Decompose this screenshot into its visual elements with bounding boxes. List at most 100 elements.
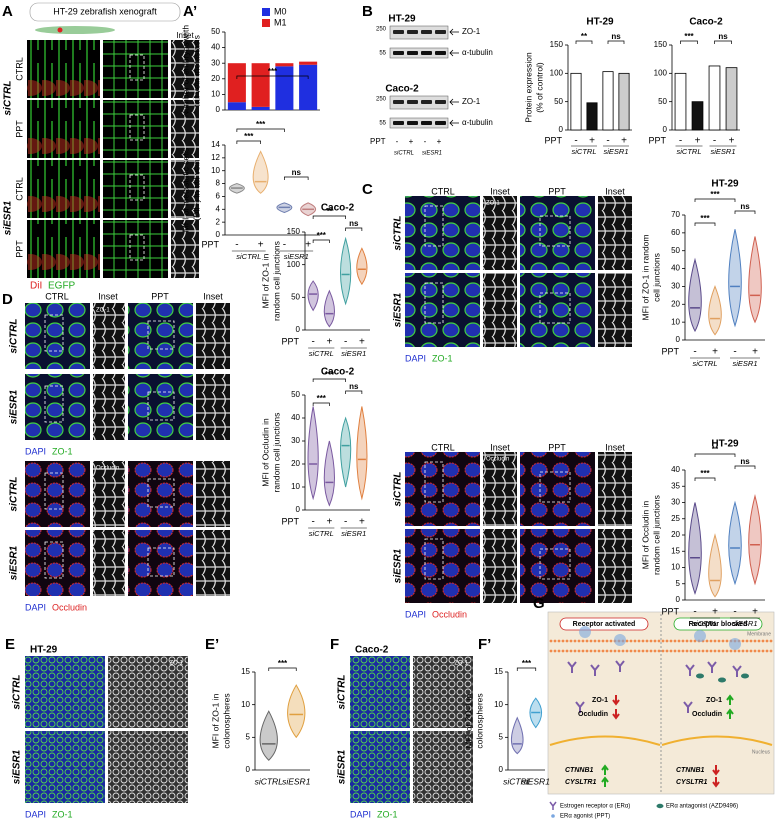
membrane-bead: [769, 649, 773, 653]
membrane-bead: [593, 639, 597, 643]
receptor: [590, 664, 600, 676]
micrograph: [128, 374, 193, 440]
label: CTRL: [45, 291, 69, 301]
y-tick-label: 10: [671, 317, 680, 326]
membrane-bead: [701, 649, 705, 653]
inset-box: [44, 385, 64, 423]
violin: [708, 285, 722, 336]
y-tick-label: 5: [246, 732, 251, 741]
x-tick-label: -: [693, 607, 696, 618]
inset-box: [147, 547, 175, 577]
label: siESR1: [337, 749, 348, 784]
antagonist: [741, 673, 749, 679]
membrane-bead: [629, 649, 633, 653]
panel-letter: B: [362, 3, 373, 20]
membrane-bead: [565, 639, 569, 643]
significance: ***: [278, 659, 288, 668]
micrograph: [598, 452, 632, 526]
membrane-bead: [569, 649, 573, 653]
violin: [323, 440, 335, 507]
membrane-bead: [585, 639, 589, 643]
blot-band: [435, 121, 446, 125]
significance-bracket: [312, 378, 346, 382]
membrane-bead: [669, 639, 673, 643]
micrograph: [520, 529, 595, 603]
significance: **: [712, 445, 719, 454]
membrane-bead: [737, 649, 741, 653]
significance: ***: [244, 132, 254, 141]
significance-bracket: [236, 75, 309, 79]
membrane-bead: [673, 639, 677, 643]
membrane-bead: [685, 649, 689, 653]
receptor: [683, 701, 693, 713]
title-box: [29, 2, 181, 22]
membrane-bead: [661, 639, 665, 643]
violin: [259, 710, 278, 761]
membrane-bead: [577, 639, 581, 643]
y-axis-label: cell junctions: [651, 253, 661, 302]
y-axis-label: tail vein metastasis: [191, 35, 201, 107]
y-tick-label: 25: [671, 514, 680, 523]
group-label: siESR1: [341, 349, 366, 358]
chart-title: HT-29: [711, 179, 739, 190]
label: PPT: [548, 442, 566, 452]
bar: [725, 67, 738, 131]
label: ZO-1: [486, 201, 500, 207]
y-tick-label: 0: [216, 230, 221, 239]
x-tick-label: +: [729, 136, 735, 147]
group-label: siCTRL: [309, 349, 334, 358]
x-tick-label: -: [235, 240, 238, 251]
antagonist: [718, 677, 726, 683]
membrane-bead: [681, 649, 685, 653]
violin: [340, 416, 352, 488]
x-tick-label: -: [679, 136, 682, 147]
violin: [356, 247, 368, 286]
y-tick-label: 0: [663, 125, 668, 134]
membrane-bead: [649, 649, 653, 653]
micrograph: [27, 160, 100, 218]
label: Nucleus: [752, 749, 771, 755]
bar-segment: [227, 102, 246, 110]
x-axis-label: PPT: [661, 346, 679, 356]
y-axis-label: random cell junctions: [271, 413, 281, 493]
blot-band: [407, 121, 418, 125]
label: ZO-1: [592, 697, 608, 704]
micrograph: [27, 40, 100, 98]
label: Occludin: [96, 466, 119, 472]
label: Inset: [203, 291, 223, 301]
group-label: siESR1: [341, 529, 366, 538]
bar-segment: [251, 106, 270, 110]
membrane-bead: [753, 639, 757, 643]
panel-letter: F’: [478, 636, 491, 653]
significance: ns: [718, 32, 728, 41]
y-tick-label: 30: [671, 282, 680, 291]
violin: [356, 406, 368, 501]
y-tick-label: 4: [216, 204, 221, 213]
legend-swatch: [262, 19, 270, 27]
y-tick-label: 150: [654, 40, 668, 49]
micrograph: [25, 731, 105, 803]
membrane-bead: [689, 639, 693, 643]
micrograph: [108, 656, 188, 728]
label: siESR1: [12, 749, 23, 784]
group-label: siCTRL: [309, 529, 334, 538]
y-axis-label: colonospheres: [221, 693, 231, 748]
membrane-bead: [697, 649, 701, 653]
membrane-bead: [741, 639, 745, 643]
receptor: [732, 665, 742, 677]
chart-title: HT-29: [586, 17, 614, 28]
membrane-bead: [721, 649, 725, 653]
y-tick-label: 5: [499, 732, 504, 741]
agonist-cloud: [729, 638, 741, 650]
membrane-bead: [633, 649, 637, 653]
significance: ns: [349, 382, 359, 391]
y-tick-label: 15: [671, 546, 680, 555]
y-tick-label: 10: [291, 482, 300, 491]
y-tick-label: 40: [291, 413, 300, 422]
y-tick-label: 10: [241, 700, 250, 709]
micrograph: [405, 529, 480, 603]
y-tick-label: 2: [216, 217, 221, 226]
y-tick-label: 30: [291, 436, 300, 445]
label: ZO-1: [462, 27, 481, 36]
micrograph: [128, 303, 193, 369]
